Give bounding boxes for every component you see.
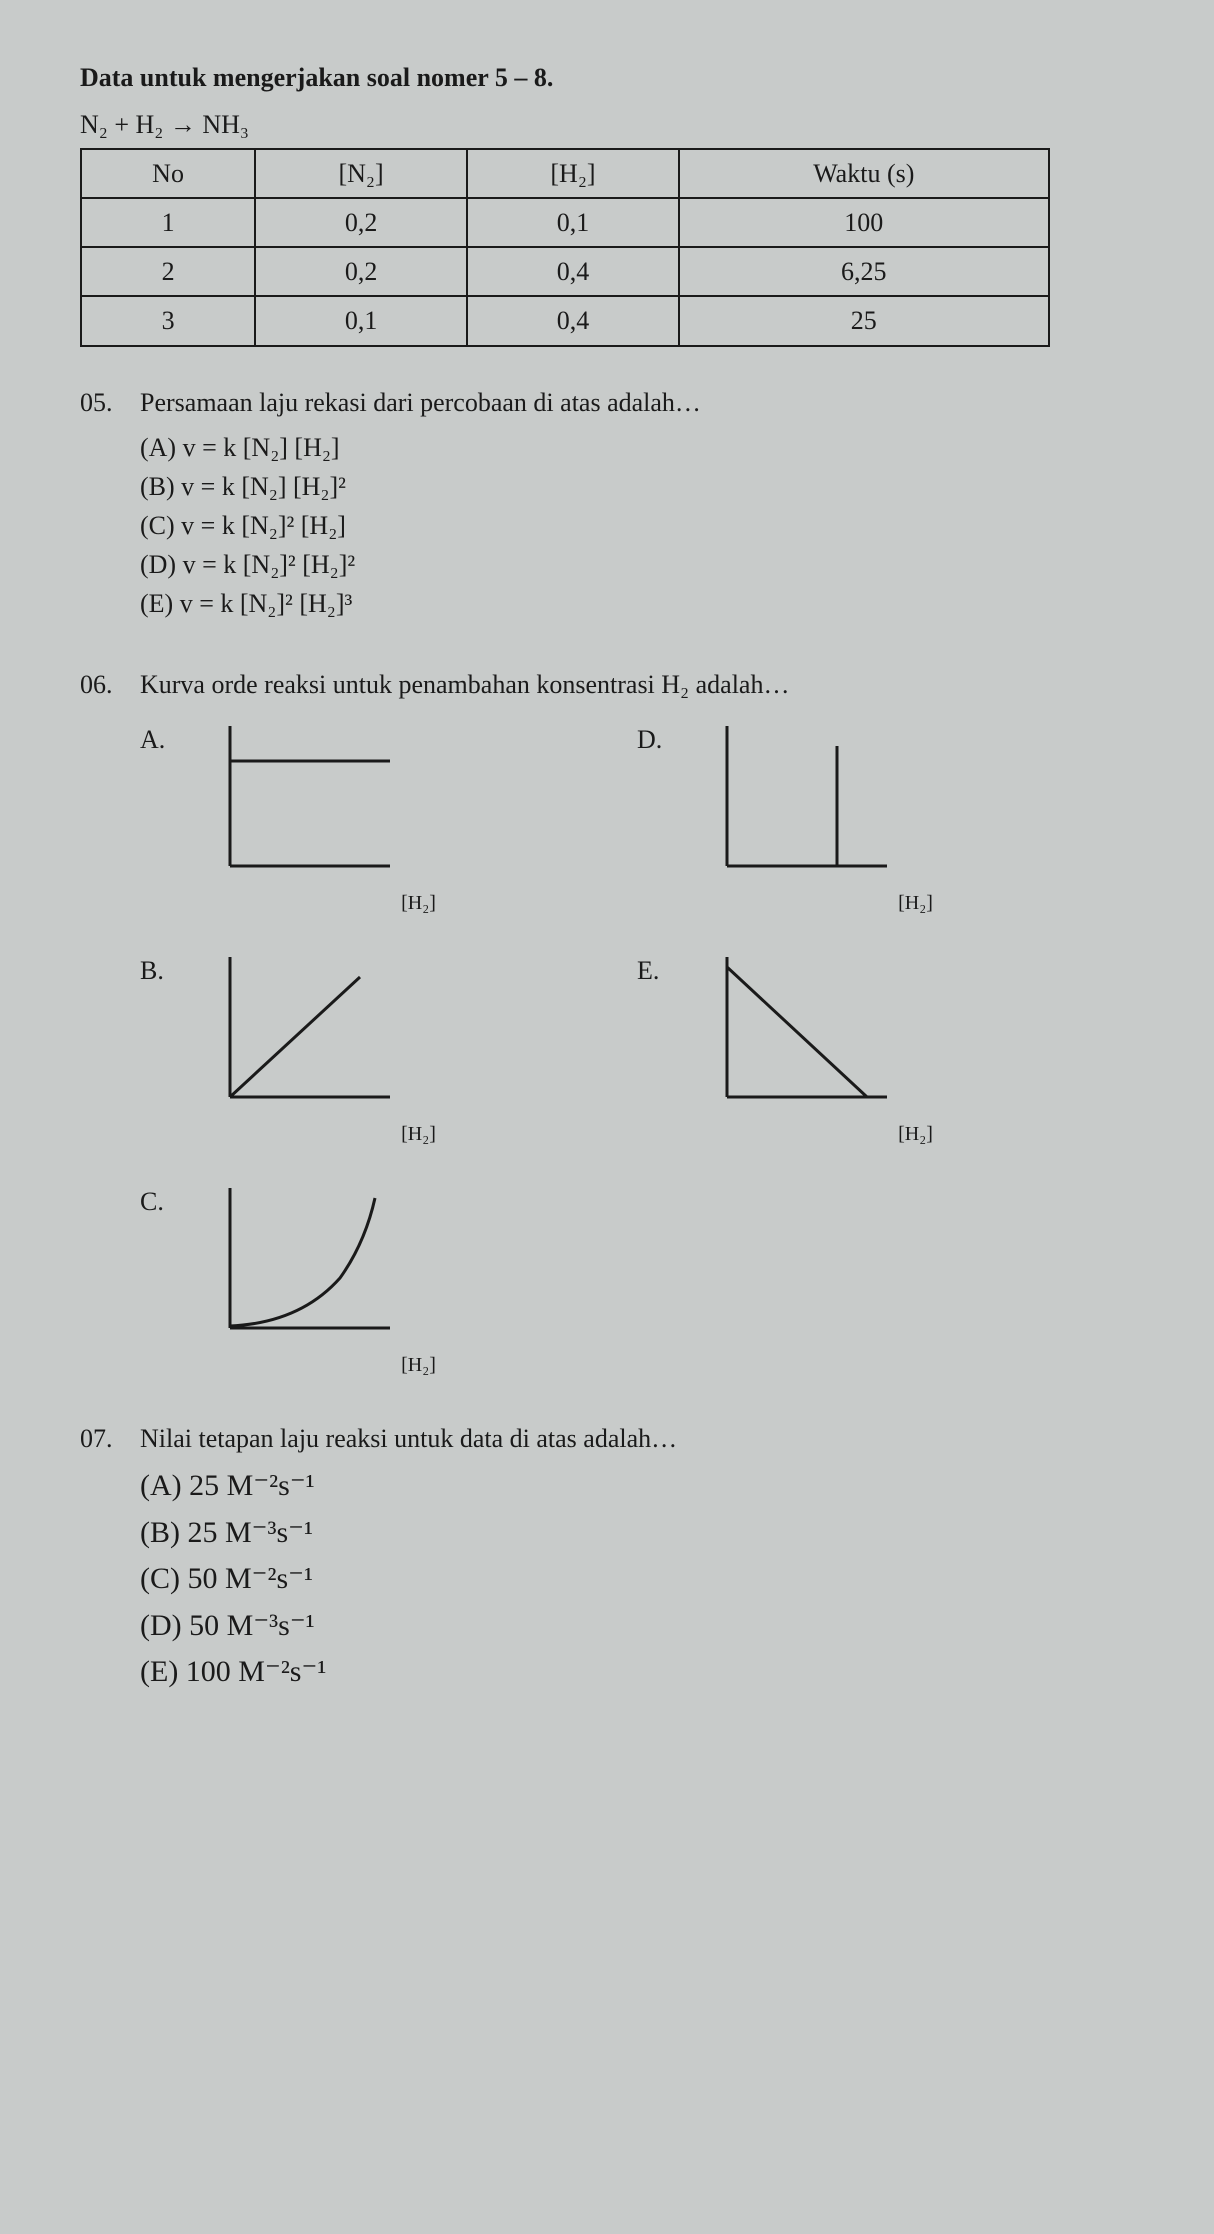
q06-label-e: E. xyxy=(637,947,697,988)
q07-number: 07. xyxy=(80,1421,140,1699)
q06-graph-c: [H₂] xyxy=(200,1178,637,1379)
q07-options: (A) 25 M⁻²s⁻¹ (B) 25 M⁻³s⁻¹ (C) 50 M⁻²s⁻… xyxy=(140,1466,1134,1693)
question-06: 06. Kurva orde reaksi untuk penambahan k… xyxy=(80,667,1134,1379)
q07-option-d: (D) 50 M⁻³s⁻¹ xyxy=(140,1606,1134,1647)
col-no: No xyxy=(81,149,255,198)
cell: 2 xyxy=(81,247,255,296)
curve-linear-up xyxy=(230,977,360,1097)
q06-label-c: C. xyxy=(140,1178,200,1219)
q06-graph-d: [H₂] xyxy=(697,716,1134,917)
graph-e-xlabel: [H₂] xyxy=(697,1121,1134,1148)
q05-option-a: (A) v = k [N₂] [H₂] xyxy=(140,430,1134,465)
q07-option-c: (C) 50 M⁻²s⁻¹ xyxy=(140,1559,1134,1600)
q06-label-b: B. xyxy=(140,947,200,988)
q07-option-b: (B) 25 M⁻³s⁻¹ xyxy=(140,1513,1134,1554)
q05-text: Persamaan laju rekasi dari percobaan di … xyxy=(140,385,1134,420)
graph-d-svg xyxy=(697,716,897,886)
q05-options: (A) v = k [N₂] [H₂] (B) v = k [N₂] [H₂]²… xyxy=(140,430,1134,621)
table-row: 2 0,2 0,4 6,25 xyxy=(81,247,1049,296)
graph-b-xlabel: [H₂] xyxy=(200,1121,637,1148)
q06-text: Kurva orde reaksi untuk penambahan konse… xyxy=(140,667,1134,702)
graph-c-svg xyxy=(200,1178,400,1348)
q07-option-e: (E) 100 M⁻²s⁻¹ xyxy=(140,1652,1134,1693)
col-h2: [H₂] xyxy=(467,149,679,198)
q06-graph-grid: A. [H₂] D. [H xyxy=(140,716,1134,1379)
cell: 0,2 xyxy=(255,198,467,247)
graph-c-xlabel: [H₂] xyxy=(200,1352,637,1379)
col-n2: [N₂] xyxy=(255,149,467,198)
q05-number: 05. xyxy=(80,385,140,626)
table-header-row: No [N₂] [H₂] Waktu (s) xyxy=(81,149,1049,198)
cell: 0,1 xyxy=(255,296,467,345)
cell: 100 xyxy=(679,198,1049,247)
question-07: 07. Nilai tetapan laju reaksi untuk data… xyxy=(80,1421,1134,1699)
experiment-table: No [N₂] [H₂] Waktu (s) 1 0,2 0,1 100 2 0… xyxy=(80,148,1050,346)
q06-number: 06. xyxy=(80,667,140,1379)
cell: 0,4 xyxy=(467,247,679,296)
q07-option-a: (A) 25 M⁻²s⁻¹ xyxy=(140,1466,1134,1507)
q07-text: Nilai tetapan laju reaksi untuk data di … xyxy=(140,1421,1134,1456)
table-row: 3 0,1 0,4 25 xyxy=(81,296,1049,345)
graph-b-svg xyxy=(200,947,400,1117)
cell: 0,4 xyxy=(467,296,679,345)
reaction-equation: N₂ + H₂ → NH₃ xyxy=(80,107,1134,142)
graph-a-xlabel: [H₂] xyxy=(200,890,637,917)
table-row: 1 0,2 0,1 100 xyxy=(81,198,1049,247)
q06-label-d: D. xyxy=(637,716,697,757)
q05-option-b: (B) v = k [N₂] [H₂]² xyxy=(140,469,1134,504)
q06-graph-a: [H₂] xyxy=(200,716,637,917)
cell: 3 xyxy=(81,296,255,345)
cell: 6,25 xyxy=(679,247,1049,296)
q06-label-a: A. xyxy=(140,716,200,757)
cell: 0,2 xyxy=(255,247,467,296)
question-05: 05. Persamaan laju rekasi dari percobaan… xyxy=(80,385,1134,626)
q05-option-c: (C) v = k [N₂]² [H₂] xyxy=(140,508,1134,543)
curve-linear-down xyxy=(727,967,867,1097)
cell: 1 xyxy=(81,198,255,247)
graph-e-svg xyxy=(697,947,897,1117)
q06-graph-e: [H₂] xyxy=(697,947,1134,1148)
q05-option-e: (E) v = k [N₂]² [H₂]³ xyxy=(140,586,1134,621)
graph-d-xlabel: [H₂] xyxy=(697,890,1134,917)
data-header: Data untuk mengerjakan soal nomer 5 – 8. xyxy=(80,60,1134,95)
graph-a-svg xyxy=(200,716,400,886)
q05-option-d: (D) v = k [N₂]² [H₂]² xyxy=(140,547,1134,582)
curve-exponential xyxy=(230,1198,375,1326)
cell: 25 xyxy=(679,296,1049,345)
cell: 0,1 xyxy=(467,198,679,247)
q06-graph-b: [H₂] xyxy=(200,947,637,1148)
col-waktu: Waktu (s) xyxy=(679,149,1049,198)
